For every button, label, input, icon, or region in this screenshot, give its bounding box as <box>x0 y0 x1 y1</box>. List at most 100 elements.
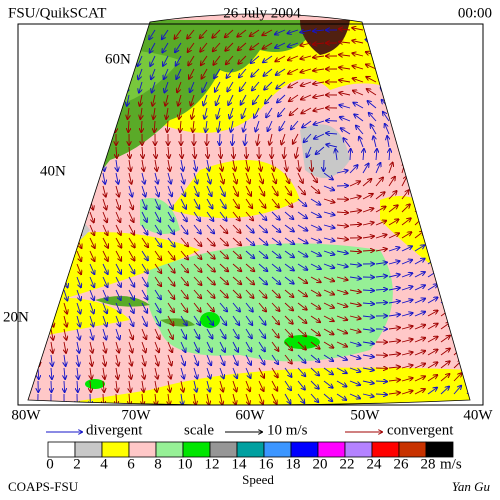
wind-arrow <box>310 250 321 256</box>
wind-arrow <box>37 224 41 235</box>
wind-arrow <box>290 107 299 115</box>
wind-arrow <box>63 289 67 300</box>
wind-arrow <box>115 302 120 313</box>
wind-arrow <box>427 324 438 330</box>
wind-arrow <box>76 120 77 132</box>
wind-arrow <box>141 211 147 222</box>
wind-arrow <box>245 367 251 378</box>
wind-arrow <box>258 250 267 258</box>
wind-arrow <box>193 198 199 209</box>
wind-arrow <box>394 75 403 83</box>
wind-arrow <box>243 120 246 132</box>
wind-arrow <box>463 98 468 109</box>
wind-arrow <box>388 248 399 252</box>
wind-arrow <box>116 172 118 184</box>
wind-arrow <box>245 250 254 258</box>
wind-arrow <box>167 263 175 273</box>
wind-arrow <box>219 315 226 325</box>
wind-arrow <box>310 315 320 322</box>
wind-arrow <box>168 146 169 158</box>
wind-arrow <box>128 263 134 274</box>
wind-arrow <box>219 367 224 378</box>
wind-arrow <box>441 162 443 174</box>
wind-arrow <box>401 190 409 200</box>
wind-arrow <box>242 107 247 118</box>
wind-arrow <box>363 149 364 161</box>
wind-arrow <box>142 367 144 379</box>
wind-arrow <box>232 237 241 245</box>
wind-arrow <box>76 263 81 274</box>
wind-arrow <box>218 120 220 132</box>
wind-arrow <box>90 354 92 366</box>
wind-arrow <box>414 176 419 187</box>
wind-arrow <box>175 42 182 52</box>
wind-arrow <box>336 277 348 280</box>
wind-arrow <box>288 68 299 74</box>
wind-arrow <box>89 237 95 248</box>
wind-arrow <box>258 211 266 220</box>
latitude-label: 20N <box>3 309 29 325</box>
wind-arrow <box>232 276 241 284</box>
wind-arrow <box>326 133 338 134</box>
wind-arrow <box>141 263 148 273</box>
wind-arrow <box>323 341 333 348</box>
wind-arrow <box>362 316 374 317</box>
wind-arrow <box>76 289 81 300</box>
wind-arrow <box>87 81 90 93</box>
wind-arrow <box>388 205 398 213</box>
wind-arrow <box>25 277 28 288</box>
wind-arrow <box>219 172 224 183</box>
wind-arrow <box>366 27 377 31</box>
wind-arrow <box>297 198 306 206</box>
colorbar-box <box>209 441 238 458</box>
wind-arrow <box>203 94 208 105</box>
colorbar-box <box>182 441 211 458</box>
wind-arrow <box>237 29 247 37</box>
wind-arrow <box>271 341 278 351</box>
wind-arrow <box>388 393 400 394</box>
map-frame <box>17 23 484 406</box>
wind-arrow <box>229 107 234 118</box>
scale-value: 10 m/s <box>267 422 308 438</box>
wind-arrow <box>141 328 146 339</box>
wind-arrow <box>271 380 277 391</box>
wind-arrow <box>201 55 208 65</box>
wind-arrow <box>336 289 347 293</box>
wind-arrow <box>433 36 442 44</box>
wind-arrow <box>214 68 221 78</box>
wind-arrow <box>115 328 120 339</box>
wind-arrow <box>245 237 254 245</box>
wind-arrow <box>268 120 273 131</box>
wind-arrow <box>402 149 403 161</box>
wind-arrow <box>245 224 254 233</box>
wind-arrow <box>162 29 169 39</box>
wind-arrow <box>284 341 292 350</box>
wind-arrow <box>408 86 416 96</box>
wind-arrow <box>271 263 281 271</box>
wind-arrow <box>284 354 292 364</box>
colorbar-tick-label: 14 <box>232 456 248 472</box>
wind-arrow <box>356 126 364 135</box>
wind-arrow <box>307 146 312 157</box>
colorbar-box <box>317 441 346 458</box>
latitude-label: 40N <box>40 163 66 179</box>
wind-arrow <box>102 224 108 235</box>
colorbar-tick-label: 2 <box>73 456 81 472</box>
wind-arrow <box>250 29 260 36</box>
wind-arrow <box>207 159 209 171</box>
wind-arrow <box>258 393 263 404</box>
wind-arrow <box>447 60 455 70</box>
wind-arrow <box>113 68 117 79</box>
wind-arrow <box>258 289 267 298</box>
wind-arrow <box>141 198 146 209</box>
wind-arrow <box>349 316 361 319</box>
wind-arrow <box>90 380 91 392</box>
wind-arrow <box>310 172 317 182</box>
wind-arrow <box>388 191 397 200</box>
wind-arrow <box>77 328 80 340</box>
wind-arrow <box>440 257 449 265</box>
wind-arrow <box>375 192 385 200</box>
wind-arrow <box>25 368 26 379</box>
wind-arrow <box>349 210 361 212</box>
wind-arrow <box>168 159 170 171</box>
